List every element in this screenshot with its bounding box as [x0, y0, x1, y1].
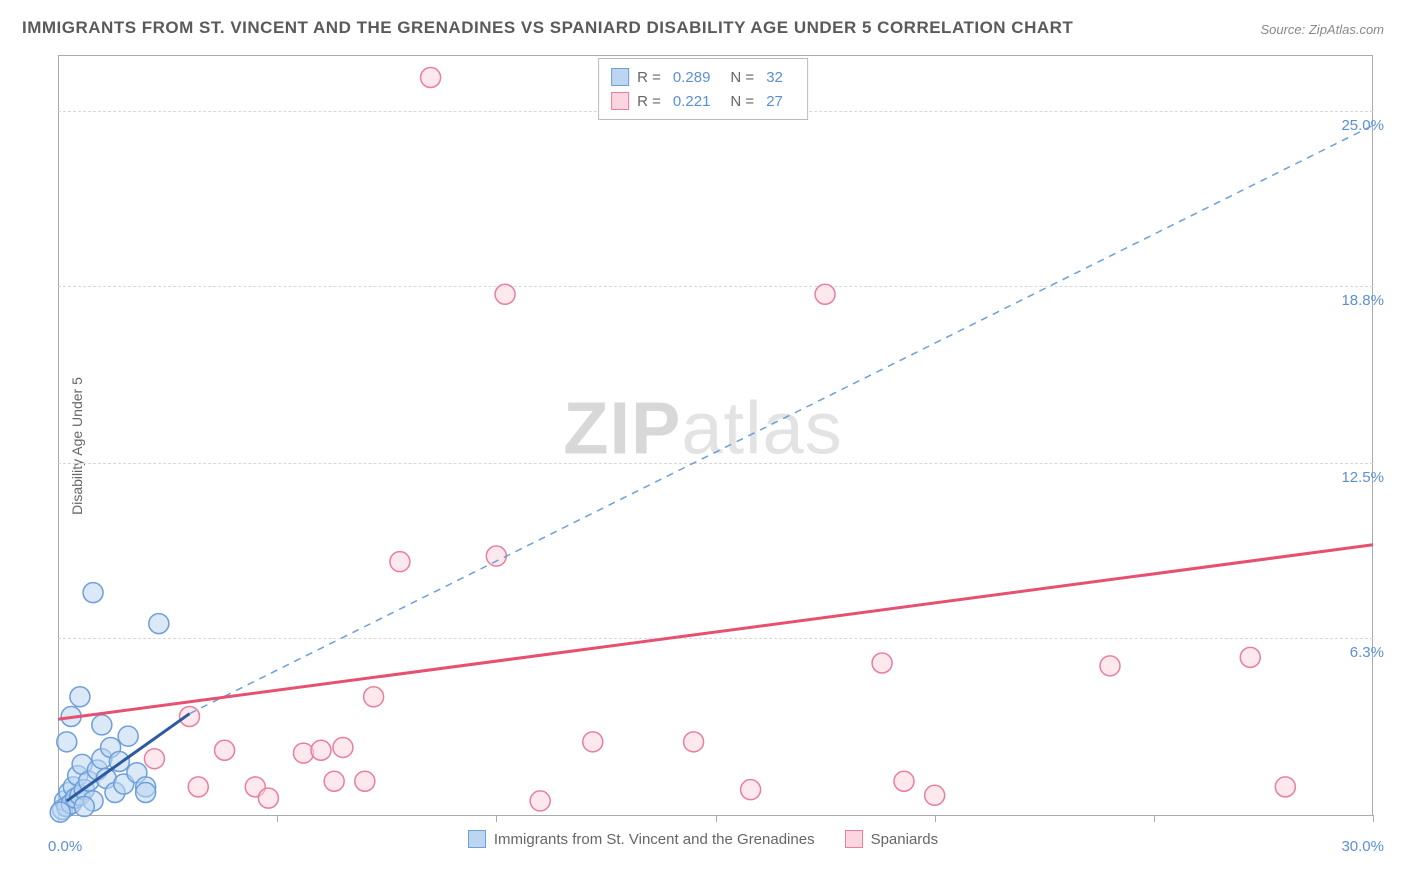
n-value-series2: 27 [766, 93, 783, 110]
x-tick [935, 815, 936, 822]
chart-title: IMMIGRANTS FROM ST. VINCENT AND THE GREN… [22, 18, 1073, 38]
bottom-legend-item-series2: Spaniards [845, 830, 939, 848]
correlation-legend: R = 0.289 N = 32 R = 0.221 N = 27 [598, 58, 808, 120]
x-tick [277, 815, 278, 822]
x-tick [496, 815, 497, 822]
r-label: R = [637, 93, 661, 110]
bottom-legend-item-series1: Immigrants from St. Vincent and the Gren… [468, 830, 815, 848]
legend-row-series1: R = 0.289 N = 32 [611, 65, 795, 89]
n-value-series1: 32 [766, 69, 783, 86]
x-tick [716, 815, 717, 822]
x-tick [1373, 815, 1374, 822]
bottom-legend-swatch-series1 [468, 830, 486, 848]
scatter-plot-svg [58, 55, 1373, 815]
r-label: R = [637, 69, 661, 86]
bottom-legend-label-series1: Immigrants from St. Vincent and the Gren… [494, 831, 815, 848]
r-value-series2: 0.221 [673, 93, 711, 110]
n-label: N = [730, 93, 754, 110]
bottom-legend-swatch-series2 [845, 830, 863, 848]
source-label: Source: ZipAtlas.com [1260, 22, 1384, 37]
n-label: N = [730, 69, 754, 86]
legend-swatch-series1 [611, 68, 629, 86]
r-value-series1: 0.289 [673, 69, 711, 86]
bottom-legend: Immigrants from St. Vincent and the Gren… [0, 830, 1406, 848]
bottom-legend-label-series2: Spaniards [871, 831, 939, 848]
legend-row-series2: R = 0.221 N = 27 [611, 89, 795, 113]
x-tick [1154, 815, 1155, 822]
legend-swatch-series2 [611, 92, 629, 110]
